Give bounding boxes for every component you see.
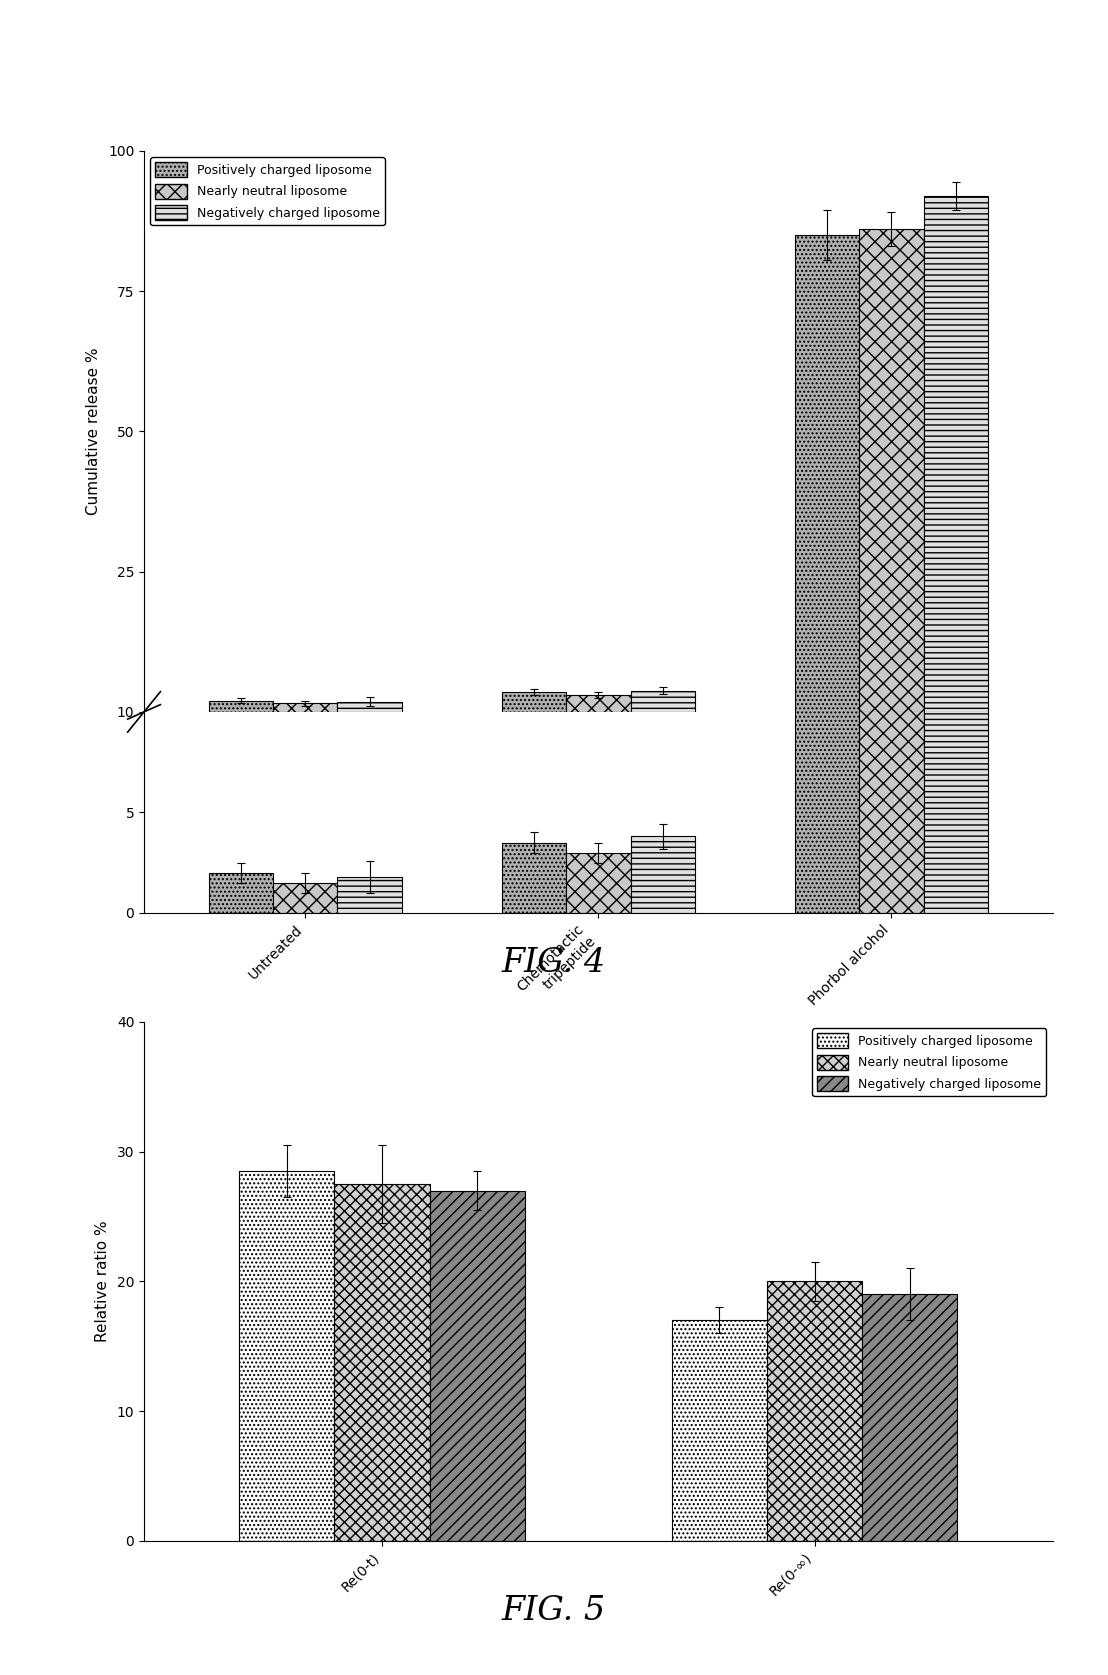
Bar <box>859 229 924 712</box>
Bar <box>862 1295 957 1541</box>
Bar <box>794 0 859 913</box>
Bar <box>794 235 859 712</box>
Bar <box>239 1171 335 1541</box>
Bar <box>208 700 273 712</box>
Legend: Positively charged liposome, Nearly neutral liposome, Negatively charged liposom: Positively charged liposome, Nearly neut… <box>151 157 384 224</box>
Bar <box>273 883 338 913</box>
Y-axis label: Relative ratio %: Relative ratio % <box>95 1221 110 1342</box>
Bar <box>430 1191 525 1541</box>
Text: FIG. 4: FIG. 4 <box>502 946 606 980</box>
Bar <box>338 876 402 913</box>
Bar <box>335 1184 430 1541</box>
Bar <box>208 873 273 913</box>
Bar <box>767 1281 862 1541</box>
Bar <box>566 695 630 712</box>
Bar <box>924 196 988 712</box>
Bar <box>338 702 402 712</box>
Bar <box>502 843 566 913</box>
Bar <box>630 690 695 712</box>
Bar <box>924 0 988 913</box>
Text: FIG. 5: FIG. 5 <box>502 1595 606 1628</box>
Y-axis label: Cumulative release %: Cumulative release % <box>86 347 101 516</box>
Legend: Positively charged liposome, Nearly neutral liposome, Negatively charged liposom: Positively charged liposome, Nearly neut… <box>812 1028 1046 1095</box>
Bar <box>671 1320 767 1541</box>
Bar <box>273 704 338 712</box>
Bar <box>630 836 695 913</box>
Bar <box>859 0 924 913</box>
Bar <box>566 853 630 913</box>
Bar <box>502 692 566 712</box>
